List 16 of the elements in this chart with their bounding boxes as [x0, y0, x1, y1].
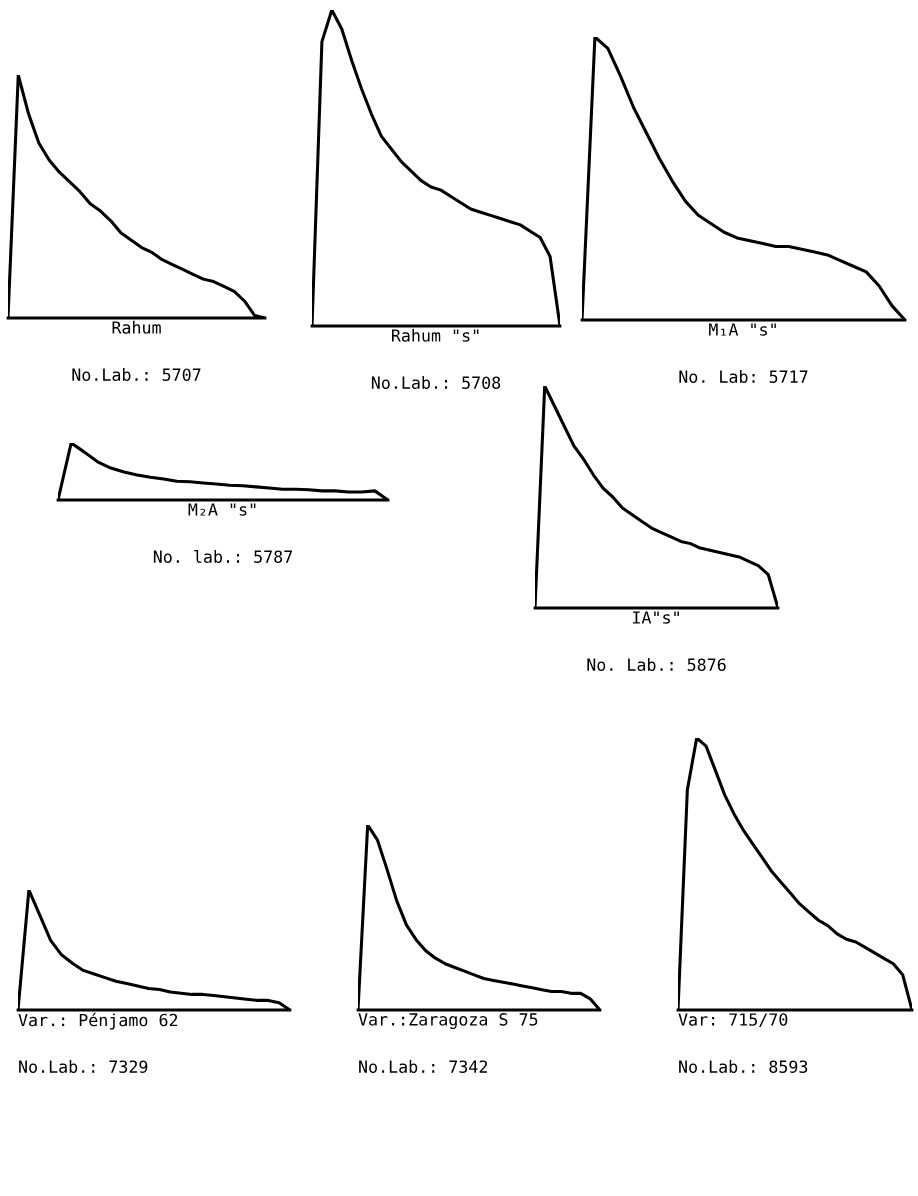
- x-axis-title: M₂A "s": [188, 503, 256, 516]
- text: No. Lab.: 5876: [587, 658, 726, 671]
- x-axis-title: Rahum: [112, 320, 161, 334]
- x-axis-title: Var.:Zaragoza S 75: [358, 1013, 538, 1029]
- text: No.Lab.: 7342: [359, 1060, 488, 1073]
- x-axis-title: M₁A "s": [709, 323, 776, 336]
- text: No. Lab: 5717: [679, 370, 808, 383]
- text: No. lab.: 5787: [153, 550, 292, 563]
- text: No.Lab.: 5708: [371, 376, 501, 389]
- x-axis-title: Var: 715/70: [678, 1013, 788, 1028]
- text: No.Lab.: 8593: [679, 1060, 808, 1073]
- x-axis-title: Rahum "s": [392, 328, 479, 342]
- text: No.Lab.: 5707: [72, 368, 201, 381]
- x-axis-title: IA"s": [633, 611, 679, 624]
- text: No.Lab.: 7329: [19, 1060, 148, 1073]
- x-axis-title: Var.: Pénjamo 62: [18, 1012, 178, 1030]
